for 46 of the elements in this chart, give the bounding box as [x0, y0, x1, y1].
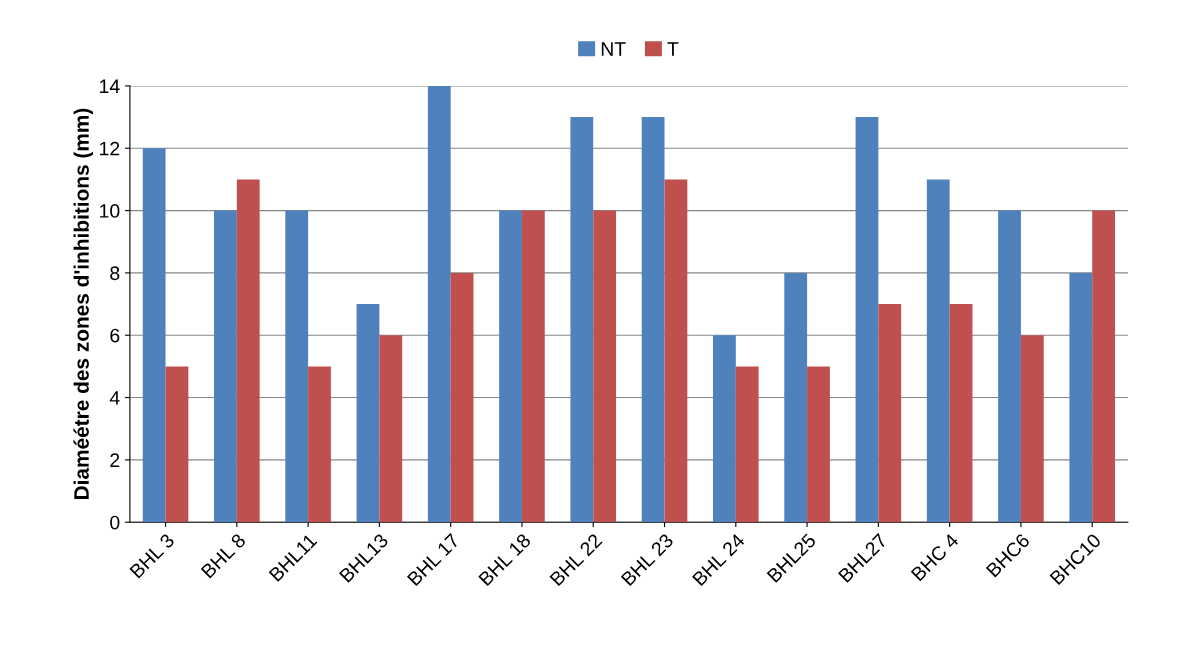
bar	[926, 179, 950, 523]
y-tick-label: 10	[100, 204, 120, 218]
y-tick-label: 6	[110, 328, 120, 343]
bar	[784, 272, 808, 523]
bar	[593, 210, 617, 523]
bar	[450, 272, 474, 523]
bar	[735, 366, 759, 523]
x-tick-label: BHL 3	[129, 532, 176, 579]
bar	[165, 366, 189, 523]
y-axis-title: Diaméétre des zones d'inhibitions (mm)	[73, 108, 94, 500]
y-tick-label: 8	[110, 266, 120, 281]
bar	[570, 117, 594, 523]
x-tick-label: BHL 24	[691, 532, 746, 587]
bar	[1092, 210, 1116, 523]
bar	[1069, 272, 1093, 523]
bar	[521, 210, 545, 523]
x-tick-label: BHL 23	[620, 532, 675, 587]
bar	[641, 117, 665, 523]
legend-label: NT	[601, 42, 626, 56]
y-tick-label: 2	[110, 453, 120, 467]
bar	[664, 179, 688, 523]
y-tick-label: 12	[100, 141, 120, 156]
bar	[308, 366, 331, 523]
y-tick-label: 4	[109, 391, 120, 405]
bar	[285, 210, 309, 523]
x-tick-label: BHL 8	[200, 532, 247, 579]
bar	[712, 335, 736, 523]
bar	[214, 210, 237, 523]
bar	[949, 304, 973, 523]
bar	[878, 304, 902, 523]
bar	[499, 210, 522, 523]
bar	[142, 148, 166, 523]
bar	[379, 335, 403, 523]
x-tick-label: BHL 17	[406, 533, 460, 587]
y-tick-label: 0	[110, 515, 120, 530]
bar	[1020, 335, 1044, 523]
y-tick-label: 14	[100, 79, 120, 93]
legend-label: T	[667, 42, 679, 56]
bar	[855, 117, 879, 523]
x-tick-label: BHL 18	[478, 532, 532, 587]
bar	[998, 210, 1021, 523]
x-tick-label: BHL 22	[549, 532, 603, 587]
bar	[236, 179, 260, 523]
bar	[356, 304, 380, 523]
bar	[807, 366, 830, 523]
bar	[427, 85, 451, 523]
